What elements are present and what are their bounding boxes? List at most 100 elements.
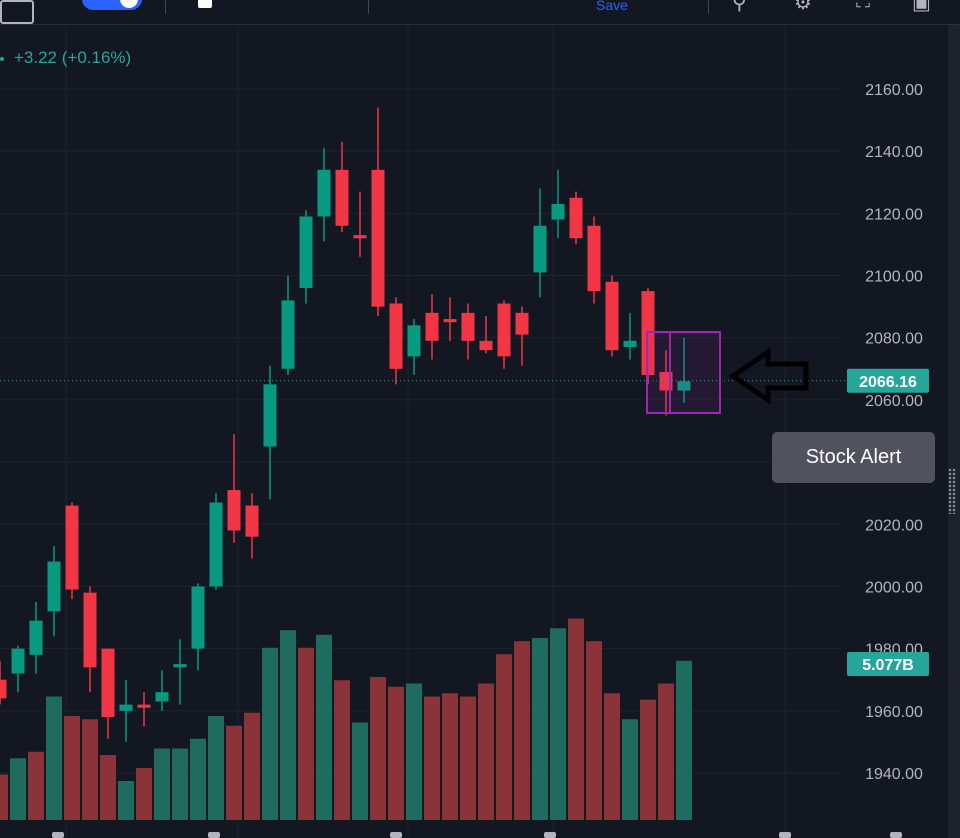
price-tick-label: 1960.00	[865, 704, 923, 721]
candle[interactable]	[389, 297, 403, 385]
candle[interactable]	[245, 493, 259, 559]
volume-bar	[334, 680, 350, 820]
candle[interactable]	[191, 583, 205, 671]
volume-bar	[640, 699, 656, 820]
candle[interactable]	[155, 670, 169, 711]
price-tick-label: 1940.00	[865, 766, 923, 783]
candle-body	[0, 679, 7, 699]
candle[interactable]	[353, 191, 367, 257]
candle[interactable]	[281, 275, 295, 376]
toggle-switch[interactable]	[82, 0, 142, 10]
candle[interactable]	[479, 315, 493, 354]
volume-bar	[100, 755, 116, 820]
save-button[interactable]: Save	[596, 0, 628, 13]
candle[interactable]	[335, 141, 349, 233]
candle-body	[65, 505, 79, 590]
candle-body	[173, 664, 187, 668]
candle[interactable]	[227, 434, 241, 543]
layout-icon[interactable]	[0, 0, 34, 24]
candle[interactable]	[425, 294, 439, 360]
price-chart[interactable]: 2160.00 2140.00 2120.00 2100.00 2080.00 2060.…	[0, 25, 948, 838]
candle-body	[605, 281, 619, 351]
candle[interactable]	[569, 191, 583, 245]
time-tick-label	[52, 832, 64, 838]
candle-body	[497, 303, 511, 357]
candle-body	[677, 381, 691, 391]
candle[interactable]	[65, 502, 79, 599]
volume-bar	[10, 758, 26, 820]
price-change: +3.22 (+0.16%)	[14, 48, 132, 67]
resize-handle[interactable]	[948, 468, 956, 514]
price-tick-label: 2160.00	[865, 82, 923, 99]
candle-body	[281, 300, 295, 369]
candle[interactable]	[551, 169, 565, 239]
volume-bar	[298, 647, 314, 820]
candle[interactable]	[119, 679, 133, 742]
candle[interactable]	[47, 546, 61, 637]
candle-body	[623, 340, 637, 348]
candle-body	[101, 648, 115, 718]
candle-body	[371, 169, 385, 307]
volume-bar	[82, 719, 98, 820]
volume-bar	[496, 654, 512, 820]
candle-body	[443, 319, 457, 323]
candle[interactable]	[263, 365, 277, 500]
volume-bar	[190, 738, 206, 820]
candle[interactable]	[677, 337, 691, 404]
candle-body	[209, 502, 223, 587]
price-tick-label: 2140.00	[865, 144, 923, 161]
candle[interactable]	[371, 107, 385, 316]
highlight-box[interactable]	[646, 331, 721, 414]
candle[interactable]	[443, 297, 457, 341]
right-panel-border	[948, 25, 960, 838]
volume-bar	[532, 638, 548, 820]
volume-bar	[514, 641, 530, 820]
candle[interactable]	[173, 639, 187, 705]
candle[interactable]	[11, 645, 25, 693]
candle[interactable]	[533, 188, 547, 298]
candle-body	[425, 312, 439, 341]
volume-bar	[460, 696, 476, 820]
gear-icon[interactable]: ⚙	[794, 0, 812, 14]
candle[interactable]	[497, 300, 511, 369]
candle-body	[245, 505, 259, 537]
search-icon[interactable]: ⚲	[732, 0, 747, 14]
candle[interactable]	[83, 586, 97, 693]
candle[interactable]	[623, 312, 637, 360]
toggle-knob	[120, 0, 138, 8]
candle[interactable]	[587, 216, 601, 304]
candle[interactable]	[317, 148, 331, 242]
chart-style-button[interactable]	[198, 0, 218, 9]
candle[interactable]	[299, 210, 313, 304]
toolbar-divider	[368, 0, 369, 14]
candle[interactable]	[0, 661, 7, 705]
candle-body	[155, 692, 169, 702]
candle[interactable]	[137, 692, 151, 727]
candle[interactable]	[515, 306, 529, 366]
time-tick-label	[779, 832, 791, 838]
volume-bar	[586, 641, 602, 820]
time-axis[interactable]	[52, 832, 902, 838]
price-tick-label: 2060.00	[865, 393, 923, 410]
candle-body	[569, 197, 583, 239]
candle-body	[407, 325, 421, 357]
fullscreen-icon[interactable]: ⛶	[856, 0, 870, 12]
last-price-badge: 2066.16	[847, 368, 929, 393]
volume-bar	[568, 618, 584, 820]
volume-bar	[550, 628, 566, 820]
volume-label: 5.077B	[862, 657, 914, 674]
time-tick-label	[390, 832, 402, 838]
candle[interactable]	[29, 602, 43, 674]
candle[interactable]	[407, 319, 421, 376]
candle[interactable]	[605, 275, 619, 357]
price-tick-label: 2100.00	[865, 269, 923, 286]
candle[interactable]	[209, 493, 223, 590]
price-tick-label: 2080.00	[865, 331, 923, 348]
candle[interactable]	[101, 648, 115, 739]
camera-icon[interactable]: ▣	[912, 0, 931, 14]
volume-bar	[226, 725, 242, 820]
price-tick-label: 2020.00	[865, 517, 923, 534]
candle[interactable]	[461, 303, 475, 360]
volume-bar	[280, 630, 296, 820]
toolbar-divider	[165, 0, 166, 14]
